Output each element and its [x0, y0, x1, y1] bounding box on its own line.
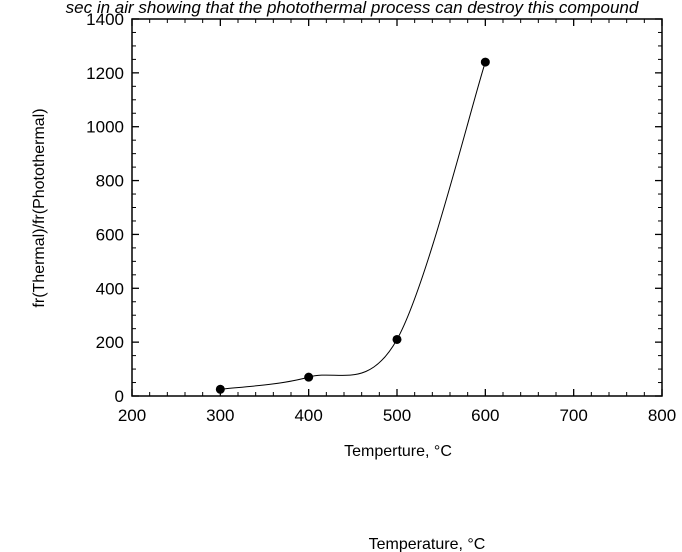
x-axis-title: Temperture, °C	[344, 443, 452, 460]
y-tick-label: 0	[115, 387, 124, 406]
y-tick-label: 800	[96, 172, 124, 191]
x-tick-label: 600	[471, 406, 499, 425]
y-tick-label: 400	[96, 279, 124, 298]
x-tick-label: 300	[206, 406, 234, 425]
series-curve	[220, 61, 486, 390]
x-tick-label: 200	[118, 406, 146, 425]
data-point	[215, 384, 225, 394]
y-tick-label: 1200	[86, 64, 124, 83]
data-point	[480, 57, 490, 67]
y-tick-label: 600	[96, 225, 124, 244]
caption-text: sec in air showing that the photothermal…	[66, 0, 639, 17]
x-tick-label: 400	[294, 406, 322, 425]
plot-area: 200 300 400 500 600 700 8000200400600800100012…	[86, 10, 676, 425]
data-point	[392, 334, 402, 344]
y-tick-label: 200	[96, 333, 124, 352]
x-tick-label: 800	[648, 406, 676, 425]
y-tick-label: 1400	[86, 10, 124, 29]
y-tick-label: 1000	[86, 118, 124, 137]
data-point	[304, 372, 314, 382]
bottom-label: Temperature, °C	[369, 536, 486, 552]
y-axis-title: fr(Thermal)/fr(Photothermal)	[31, 108, 48, 307]
x-tick-label: 700	[559, 406, 587, 425]
x-tick-label: 500	[383, 406, 411, 425]
